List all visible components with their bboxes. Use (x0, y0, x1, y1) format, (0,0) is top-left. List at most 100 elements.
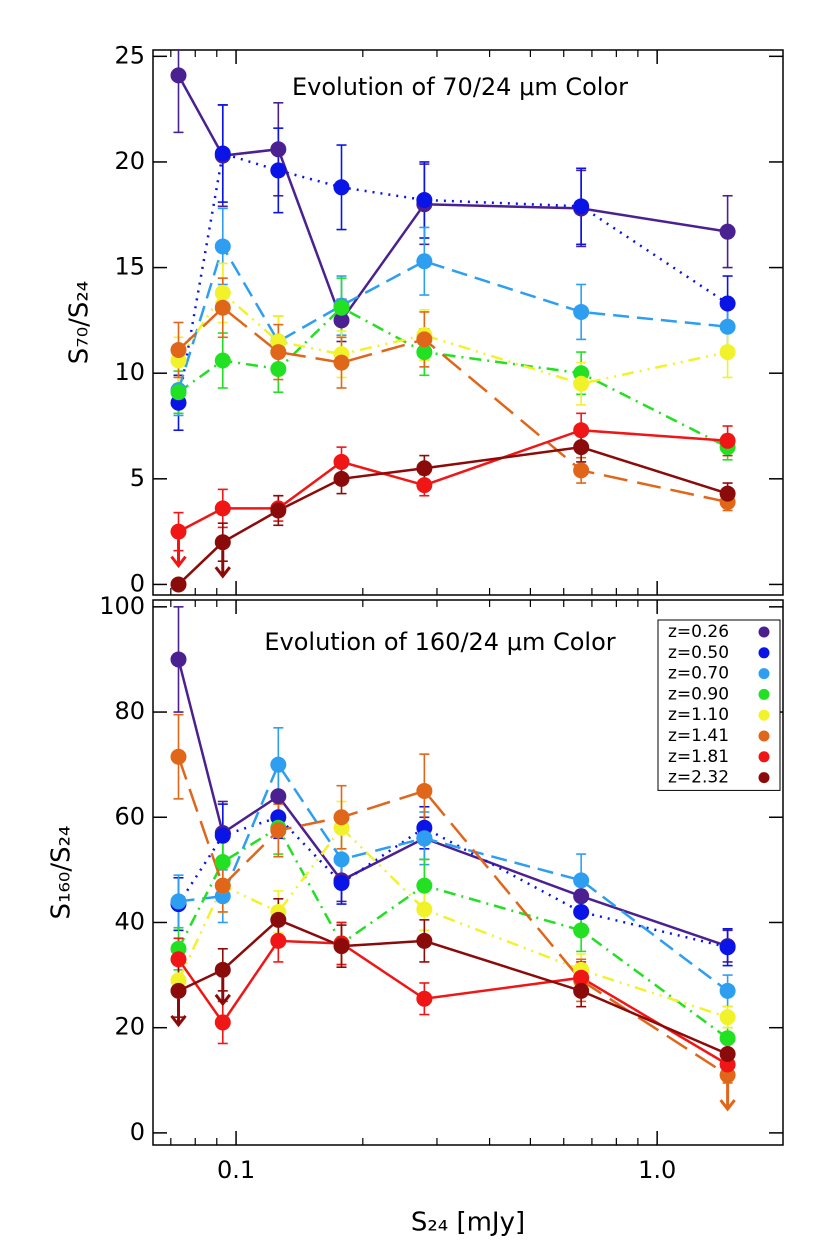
data-point (214, 238, 231, 255)
legend-label: z=1.41 (668, 726, 729, 746)
data-point (270, 932, 287, 949)
data-point (416, 877, 433, 894)
legend-marker (758, 626, 770, 638)
y-tick-label: 0 (130, 569, 145, 597)
data-point (214, 1014, 231, 1031)
series-line (177, 445, 728, 586)
data-point (333, 851, 350, 868)
legend-label: z=1.10 (668, 705, 729, 725)
data-point (573, 888, 590, 905)
y-tick-label: 20 (114, 1013, 145, 1041)
upper-limit-arrow (214, 977, 231, 1007)
plot-frame (152, 49, 784, 596)
data-point (333, 299, 350, 316)
y-tick-label: 5 (130, 464, 145, 492)
plot-area (170, 50, 736, 593)
upper-limit-arrow (170, 998, 187, 1028)
legend-marker (758, 688, 770, 700)
data-point (270, 141, 287, 158)
data-point (270, 502, 287, 519)
data-point (416, 253, 433, 270)
x-tick-label: 0.1 (217, 1156, 255, 1184)
y-tick-label: 60 (114, 802, 145, 830)
series-line (177, 918, 729, 1056)
legend-marker (758, 709, 770, 721)
data-point (333, 809, 350, 826)
data-point (333, 938, 350, 955)
data-point (719, 432, 736, 449)
series-line (177, 939, 729, 1066)
data-point (719, 1009, 736, 1026)
legend-box (657, 619, 781, 791)
data-point (214, 145, 231, 162)
data-point (573, 872, 590, 889)
legend-label: z=2.32 (668, 768, 729, 788)
y-tick-label: 100 (99, 592, 145, 620)
y-tick-label: 0 (130, 1118, 145, 1146)
series-line (177, 428, 728, 533)
data-point (214, 961, 231, 978)
data-point (573, 198, 590, 215)
data-point (573, 462, 590, 479)
data-point (170, 384, 187, 401)
data-point (719, 982, 736, 999)
data-point (170, 951, 187, 968)
series-line (177, 243, 728, 391)
data-point (270, 911, 287, 928)
data-point (719, 223, 736, 240)
data-point (214, 534, 231, 551)
upper-limit-arrow (214, 550, 231, 579)
data-point (573, 922, 590, 939)
chart-title: Evolution of 160/24 μm Color (264, 628, 615, 656)
data-point (333, 470, 350, 487)
data-point (719, 939, 736, 956)
data-point (416, 344, 433, 361)
data-point (170, 651, 187, 668)
y-tick-label: 10 (114, 358, 145, 386)
data-point (719, 344, 736, 361)
data-point (170, 341, 187, 358)
data-point (170, 982, 187, 999)
data-point (719, 318, 736, 335)
data-point (416, 331, 433, 348)
data-point (416, 830, 433, 847)
data-point (416, 901, 433, 918)
series-line (177, 756, 729, 1077)
y-tick-label: 20 (114, 147, 145, 175)
data-point (270, 756, 287, 773)
plot-frame (152, 599, 784, 1146)
series-line (178, 762, 729, 992)
data-point (719, 1030, 736, 1047)
y-tick-label: 25 (114, 41, 145, 69)
series-line (177, 74, 728, 324)
data-point (170, 748, 187, 765)
upper-limit-arrow (170, 539, 187, 569)
chart-title: Evolution of 70/24 μm Color (292, 73, 628, 101)
data-point (333, 312, 350, 329)
data-point (333, 875, 350, 892)
series-line (177, 826, 729, 1040)
data-point (573, 903, 590, 920)
data-point (573, 422, 590, 439)
plot-area (170, 606, 736, 1112)
data-point (170, 576, 187, 593)
data-point (719, 485, 736, 502)
data-point (214, 853, 231, 870)
series-line (177, 825, 728, 1019)
y-axis-label: S₁₆₀/S₂₄ (47, 826, 77, 920)
data-point (270, 788, 287, 805)
legend-marker (758, 751, 770, 763)
y-tick-label: 80 (114, 697, 145, 725)
legend-label: z=0.90 (668, 684, 729, 704)
x-tick-label: 1.0 (638, 1156, 676, 1184)
data-point (573, 982, 590, 999)
data-point (719, 295, 736, 312)
legend-label: z=0.70 (668, 664, 729, 684)
y-axis-label: S₇₀/S₂₄ (65, 281, 95, 364)
data-point (170, 523, 187, 540)
x-axis-label: S₂₄ [mJy] (411, 1208, 525, 1238)
y-tick-label: 15 (114, 253, 145, 281)
data-point (573, 303, 590, 320)
legend-marker (758, 647, 770, 659)
